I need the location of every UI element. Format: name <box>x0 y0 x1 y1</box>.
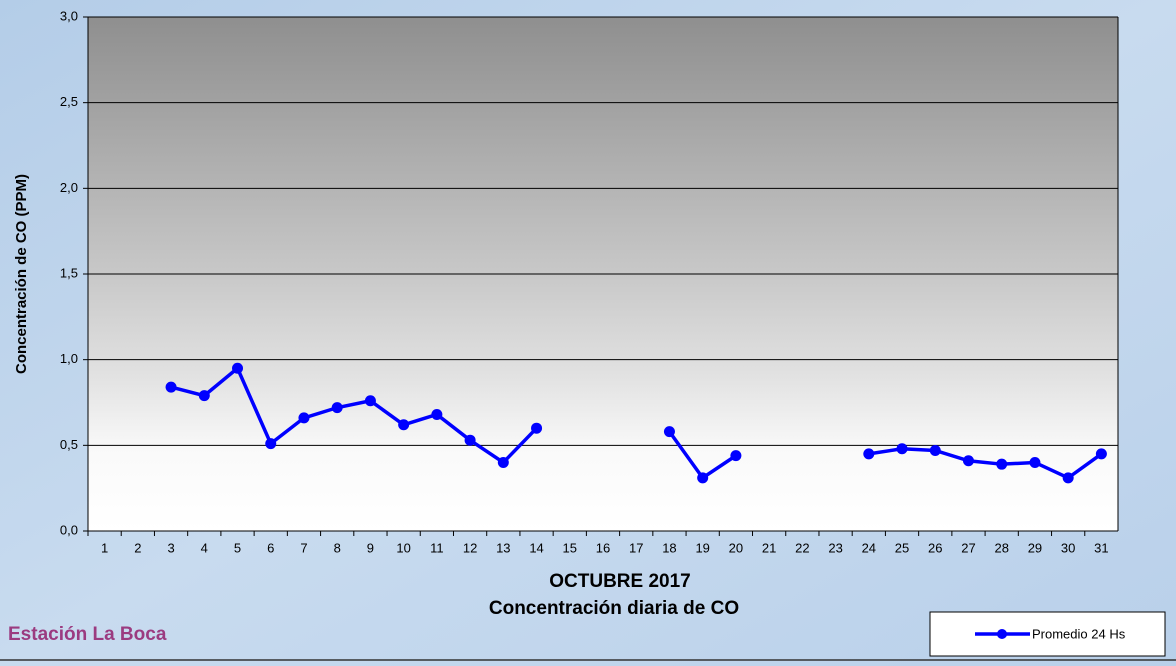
y-axis-label: Concentración de CO (PPM) <box>13 174 30 374</box>
y-tick-label: 0,5 <box>60 437 78 452</box>
point <box>1095 448 1107 460</box>
x-tick-label: 31 <box>1094 540 1108 555</box>
x-tick-label: 23 <box>828 540 842 555</box>
x-tick-label: 25 <box>895 540 909 555</box>
point <box>962 455 974 467</box>
y-tick-label: 3,0 <box>60 8 78 23</box>
y-tick-label: 1,5 <box>60 265 78 280</box>
x-tick-label: 6 <box>267 540 274 555</box>
x-tick-label: 28 <box>994 540 1008 555</box>
x-tick-label: 4 <box>201 540 208 555</box>
x-tick-label: 7 <box>300 540 307 555</box>
x-axis-label: OCTUBRE 2017 <box>549 571 691 592</box>
point <box>1062 472 1074 484</box>
x-tick-label: 19 <box>695 540 709 555</box>
point <box>996 458 1008 470</box>
point <box>265 438 277 450</box>
y-tick-label: 2,0 <box>60 180 78 195</box>
point <box>697 472 709 484</box>
point <box>165 381 177 393</box>
legend <box>929 611 1166 657</box>
x-tick-label: 18 <box>662 540 676 555</box>
y-tick-label: 1,0 <box>60 351 78 366</box>
chart-title: Concentración diaria de CO <box>489 598 739 619</box>
point <box>730 450 742 462</box>
x-tick-label: 20 <box>729 540 743 555</box>
x-tick-label: 9 <box>367 540 374 555</box>
point <box>198 390 210 402</box>
x-tick-label: 30 <box>1061 540 1075 555</box>
x-tick-label: 1 <box>101 540 108 555</box>
x-tick-label: 27 <box>961 540 975 555</box>
point <box>298 412 310 424</box>
point <box>929 444 941 456</box>
point <box>431 408 443 420</box>
point <box>331 402 343 414</box>
x-tick-label: 22 <box>795 540 809 555</box>
x-tick-label: 8 <box>334 540 341 555</box>
x-tick-label: 16 <box>596 540 610 555</box>
point <box>232 362 244 374</box>
y-tick-label: 2,5 <box>60 94 78 109</box>
x-tick-label: 26 <box>928 540 942 555</box>
point <box>531 422 543 434</box>
x-tick-label: 29 <box>1028 540 1042 555</box>
x-tick-label: 10 <box>396 540 410 555</box>
x-tick-label: 3 <box>167 540 174 555</box>
station-label: Estación La Boca <box>8 624 167 645</box>
point <box>464 434 476 446</box>
x-tick-label: 17 <box>629 540 643 555</box>
point <box>863 448 875 460</box>
y-tick-label: 0,0 <box>60 522 78 537</box>
x-tick-label: 14 <box>529 540 543 555</box>
point <box>1029 456 1041 468</box>
x-tick-label: 12 <box>463 540 477 555</box>
x-tick-label: 5 <box>234 540 241 555</box>
x-tick-label: 21 <box>762 540 776 555</box>
x-tick-label: 24 <box>862 540 876 555</box>
legend-label: Promedio 24 Hs <box>1032 626 1126 641</box>
point <box>497 456 509 468</box>
point <box>663 426 675 438</box>
x-tick-label: 2 <box>134 540 141 555</box>
x-tick-label: 13 <box>496 540 510 555</box>
point <box>398 419 410 431</box>
x-tick-label: 11 <box>430 540 444 555</box>
point <box>364 395 376 407</box>
x-tick-label: 15 <box>563 540 577 555</box>
point <box>896 443 908 455</box>
legend-marker <box>997 629 1007 639</box>
